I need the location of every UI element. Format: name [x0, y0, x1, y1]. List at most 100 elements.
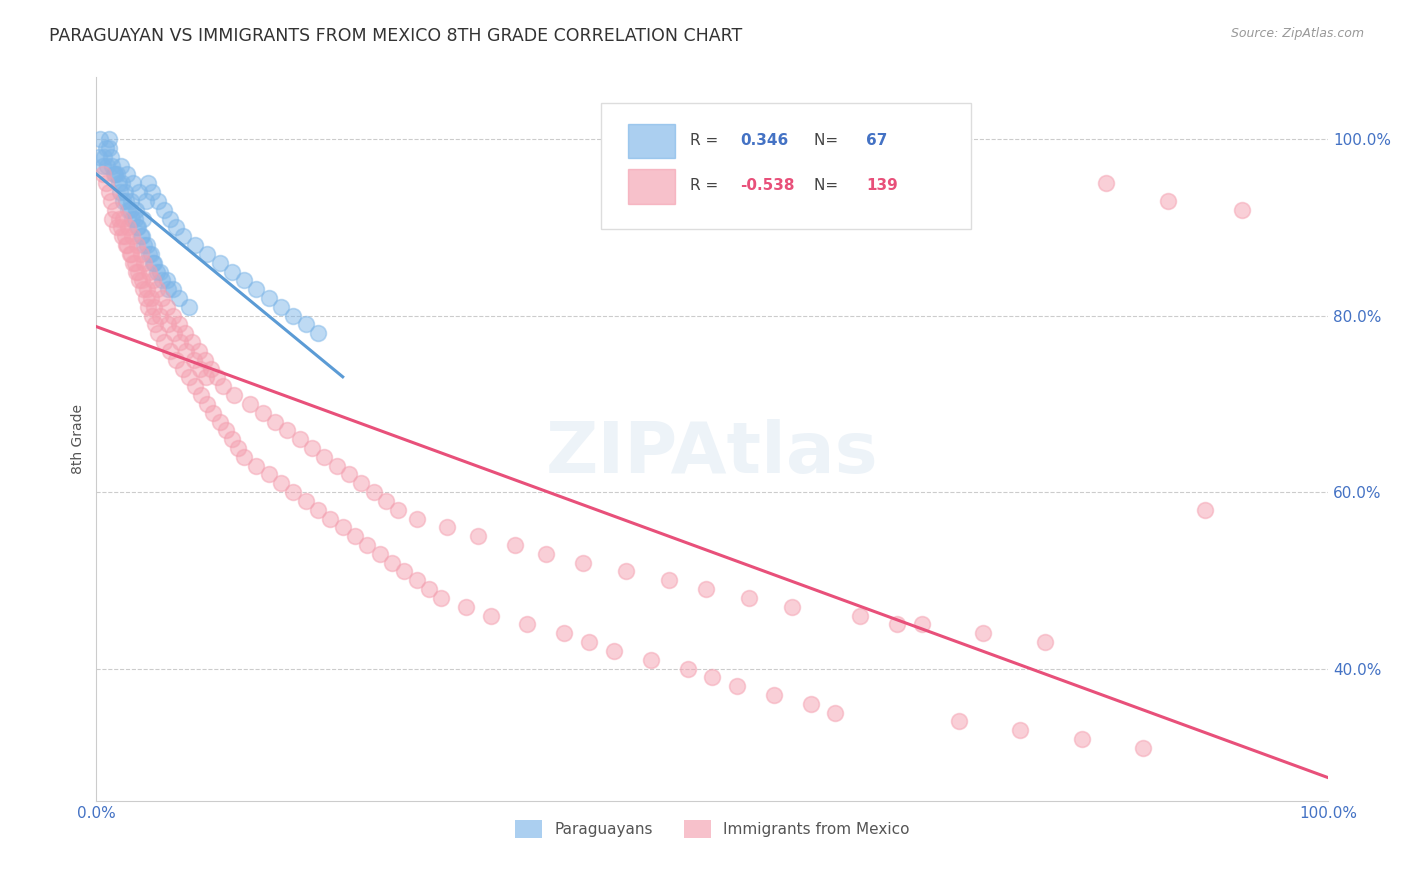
Point	[257, 291, 280, 305]
Point	[405, 511, 427, 525]
Point	[121, 229, 143, 244]
Point	[104, 202, 127, 217]
Point	[114, 229, 136, 244]
Point	[418, 582, 440, 596]
Point	[467, 529, 489, 543]
Text: N=: N=	[814, 133, 844, 148]
Point	[125, 238, 148, 252]
Point	[135, 194, 157, 208]
Point	[103, 168, 125, 182]
Point	[107, 211, 129, 226]
Point	[332, 520, 354, 534]
Point	[93, 150, 115, 164]
Point	[105, 220, 128, 235]
Text: Source: ZipAtlas.com: Source: ZipAtlas.com	[1230, 27, 1364, 40]
Point	[131, 229, 153, 244]
Point	[155, 300, 177, 314]
Point	[150, 273, 173, 287]
Point	[100, 150, 122, 164]
Point	[516, 617, 538, 632]
Point	[135, 282, 157, 296]
Point	[205, 370, 228, 384]
Point	[725, 679, 748, 693]
Point	[131, 273, 153, 287]
Point	[503, 538, 526, 552]
Point	[368, 547, 391, 561]
Point	[129, 229, 152, 244]
Point	[381, 556, 404, 570]
Point	[257, 467, 280, 482]
Point	[1230, 202, 1253, 217]
Point	[676, 661, 699, 675]
Point	[221, 264, 243, 278]
Point	[136, 300, 159, 314]
Point	[134, 256, 156, 270]
Point	[363, 485, 385, 500]
Point	[115, 238, 138, 252]
Point	[124, 256, 146, 270]
Point	[159, 211, 181, 226]
Point	[578, 635, 600, 649]
Point	[97, 141, 120, 155]
Text: 139: 139	[866, 178, 898, 194]
Text: N=: N=	[814, 178, 844, 194]
Point	[224, 388, 246, 402]
Y-axis label: 8th Grade: 8th Grade	[72, 404, 86, 475]
Point	[101, 159, 124, 173]
Point	[153, 335, 176, 350]
Point	[640, 653, 662, 667]
Point	[319, 511, 342, 525]
Point	[233, 450, 256, 464]
Point	[145, 282, 167, 296]
Text: R =: R =	[690, 133, 723, 148]
Point	[139, 291, 162, 305]
Point	[1033, 635, 1056, 649]
Point	[208, 256, 231, 270]
Point	[169, 335, 191, 350]
Point	[89, 132, 111, 146]
Point	[212, 379, 235, 393]
Point	[337, 467, 360, 482]
Point	[128, 273, 150, 287]
Point	[114, 185, 136, 199]
Point	[356, 538, 378, 552]
Point	[107, 177, 129, 191]
Point	[145, 318, 167, 332]
Point	[948, 714, 970, 729]
Point	[163, 326, 186, 341]
Point	[120, 194, 142, 208]
Point	[91, 168, 114, 182]
Point	[239, 397, 262, 411]
Point	[270, 476, 292, 491]
Point	[314, 450, 336, 464]
Point	[307, 502, 329, 516]
Point	[264, 415, 287, 429]
Point	[188, 361, 211, 376]
Point	[101, 211, 124, 226]
Point	[115, 194, 138, 208]
Point	[110, 159, 132, 173]
Point	[288, 432, 311, 446]
Point	[146, 194, 169, 208]
Point	[195, 247, 218, 261]
Point	[824, 706, 846, 720]
Point	[167, 291, 190, 305]
Legend: Paraguayans, Immigrants from Mexico: Paraguayans, Immigrants from Mexico	[509, 814, 915, 844]
Point	[454, 599, 477, 614]
Point	[174, 326, 197, 341]
Point	[149, 309, 172, 323]
Point	[553, 626, 575, 640]
Text: 67: 67	[866, 133, 887, 148]
Point	[120, 247, 142, 261]
Point	[142, 256, 165, 270]
Point	[127, 220, 149, 235]
Point	[1157, 194, 1180, 208]
Point	[111, 177, 134, 191]
Point	[118, 247, 141, 261]
Point	[172, 229, 194, 244]
Point	[155, 273, 177, 287]
Point	[135, 238, 157, 252]
Point	[177, 300, 200, 314]
Point	[115, 168, 138, 182]
Point	[132, 282, 155, 296]
